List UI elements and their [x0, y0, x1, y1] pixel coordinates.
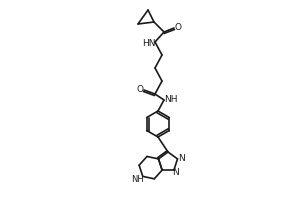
Text: HN: HN [142, 38, 156, 47]
Text: NH: NH [164, 96, 178, 104]
Text: NH: NH [131, 175, 144, 184]
Text: O: O [136, 86, 143, 95]
Text: N: N [172, 168, 179, 177]
Text: O: O [175, 23, 182, 32]
Text: N: N [178, 154, 185, 163]
